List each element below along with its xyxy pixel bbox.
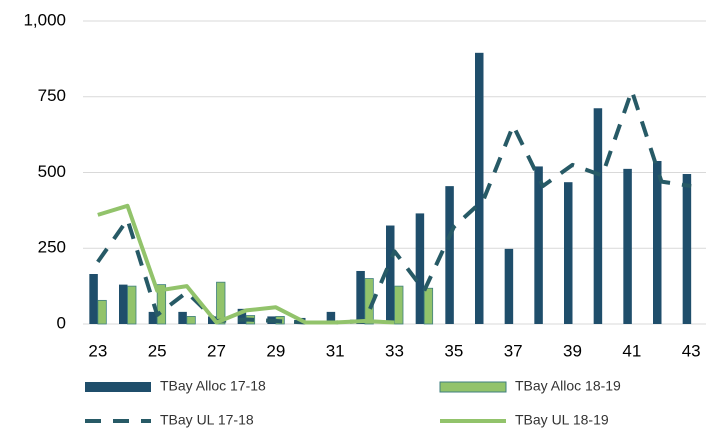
x-tick-label: 43 xyxy=(682,341,701,360)
y-tick-label: 500 xyxy=(38,162,66,181)
x-tick-label: 29 xyxy=(266,341,285,360)
bar xyxy=(534,166,543,324)
bar xyxy=(89,274,98,324)
bar xyxy=(119,284,128,324)
bar xyxy=(623,168,632,324)
bar xyxy=(394,285,404,325)
y-tick-label: 250 xyxy=(38,238,66,257)
bar xyxy=(386,225,395,324)
y-tick-label: 0 xyxy=(57,313,66,332)
bar xyxy=(178,311,187,324)
legend-label: TBay Alloc 17-18 xyxy=(160,378,266,394)
x-tick-label: 23 xyxy=(88,341,107,360)
x-tick-label: 35 xyxy=(444,341,463,360)
bar xyxy=(423,287,434,325)
x-tick-label: 33 xyxy=(385,341,404,360)
x-tick-label: 27 xyxy=(207,341,226,360)
x-tick-label: 39 xyxy=(563,341,582,360)
bar xyxy=(186,316,196,325)
x-tick-label: 41 xyxy=(622,341,641,360)
x-tick-label: 37 xyxy=(504,341,523,360)
legend-label: TBay UL 18-19 xyxy=(515,412,609,428)
bar xyxy=(97,299,107,325)
y-tick-label: 750 xyxy=(38,86,66,105)
bar xyxy=(593,108,603,324)
x-tick-label: 25 xyxy=(148,341,167,360)
bar xyxy=(653,160,662,324)
bar xyxy=(156,284,167,325)
bar xyxy=(127,285,137,325)
bar xyxy=(216,281,226,325)
bar xyxy=(356,270,365,324)
bar xyxy=(445,186,454,324)
legend-swatch xyxy=(85,382,151,392)
bar xyxy=(504,248,514,324)
bar xyxy=(564,182,573,324)
bar xyxy=(415,213,425,324)
bar xyxy=(475,52,484,324)
bar xyxy=(237,308,247,324)
line xyxy=(97,203,395,325)
x-tick-label: 31 xyxy=(326,341,345,360)
bar xyxy=(148,311,158,324)
y-tick-label: 1,000 xyxy=(23,10,66,29)
legend-label: TBay Alloc 18-19 xyxy=(515,378,621,394)
legend-label: TBay UL 17-18 xyxy=(160,412,254,428)
legend-swatch xyxy=(439,381,507,393)
bar xyxy=(682,174,692,324)
line xyxy=(96,88,692,325)
bar xyxy=(326,311,336,324)
